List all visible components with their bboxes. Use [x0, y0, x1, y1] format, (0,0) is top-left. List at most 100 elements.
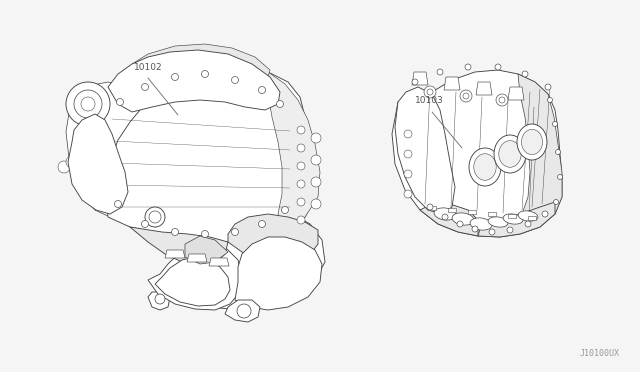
Circle shape [552, 122, 557, 126]
Circle shape [311, 155, 321, 165]
Circle shape [155, 294, 165, 304]
Circle shape [90, 141, 102, 153]
Circle shape [507, 227, 513, 233]
Ellipse shape [434, 208, 456, 220]
Ellipse shape [452, 213, 474, 225]
Circle shape [554, 199, 559, 205]
Circle shape [259, 87, 266, 93]
Polygon shape [476, 82, 492, 95]
Circle shape [427, 204, 433, 210]
Circle shape [556, 150, 561, 154]
Circle shape [297, 198, 305, 206]
Polygon shape [108, 50, 280, 112]
Circle shape [311, 133, 321, 143]
Polygon shape [55, 50, 332, 314]
Circle shape [297, 144, 305, 152]
Circle shape [282, 206, 289, 214]
Polygon shape [155, 257, 230, 306]
Circle shape [202, 231, 209, 237]
Polygon shape [148, 292, 170, 310]
Circle shape [66, 82, 110, 126]
Text: 10102: 10102 [134, 63, 163, 72]
Polygon shape [392, 70, 562, 237]
Text: J10100UX: J10100UX [580, 349, 620, 358]
Polygon shape [428, 206, 436, 210]
Circle shape [141, 83, 148, 90]
Polygon shape [132, 44, 270, 77]
Circle shape [424, 86, 436, 98]
Circle shape [259, 221, 266, 228]
Circle shape [93, 162, 103, 172]
Polygon shape [488, 212, 496, 216]
Circle shape [489, 229, 495, 235]
Polygon shape [209, 258, 229, 266]
Circle shape [202, 71, 209, 77]
Circle shape [404, 130, 412, 138]
Circle shape [141, 221, 148, 228]
Polygon shape [228, 214, 318, 264]
Polygon shape [528, 216, 536, 220]
Circle shape [311, 177, 321, 187]
Circle shape [457, 221, 463, 227]
Ellipse shape [517, 124, 547, 160]
Ellipse shape [488, 217, 508, 227]
Circle shape [81, 97, 95, 111]
Polygon shape [130, 227, 228, 267]
Circle shape [58, 161, 70, 173]
Ellipse shape [470, 218, 492, 230]
Circle shape [460, 90, 472, 102]
Circle shape [297, 180, 305, 188]
Polygon shape [420, 204, 478, 236]
Circle shape [557, 174, 563, 180]
Polygon shape [148, 242, 242, 310]
Circle shape [499, 97, 505, 103]
Polygon shape [412, 72, 428, 85]
Ellipse shape [499, 141, 521, 167]
Polygon shape [448, 208, 456, 212]
Ellipse shape [522, 129, 543, 155]
Ellipse shape [494, 135, 526, 173]
Circle shape [297, 126, 305, 134]
Polygon shape [105, 67, 315, 242]
Circle shape [232, 77, 239, 83]
Polygon shape [66, 82, 155, 217]
Circle shape [404, 190, 412, 198]
Circle shape [495, 64, 501, 70]
Circle shape [237, 304, 251, 318]
Polygon shape [235, 237, 322, 310]
Circle shape [522, 71, 528, 77]
Circle shape [82, 146, 94, 158]
Circle shape [88, 157, 108, 177]
Polygon shape [225, 300, 260, 322]
Circle shape [437, 69, 443, 75]
Circle shape [463, 93, 469, 99]
Ellipse shape [474, 154, 496, 180]
Polygon shape [468, 210, 476, 214]
Circle shape [80, 149, 116, 185]
Circle shape [496, 94, 508, 106]
Polygon shape [268, 72, 320, 232]
Ellipse shape [469, 148, 501, 186]
Circle shape [276, 100, 284, 108]
Circle shape [542, 211, 548, 217]
Polygon shape [185, 236, 228, 264]
Ellipse shape [518, 211, 538, 221]
Circle shape [427, 89, 433, 95]
Polygon shape [508, 87, 524, 100]
Polygon shape [68, 114, 128, 214]
Polygon shape [508, 214, 516, 218]
Circle shape [465, 64, 471, 70]
Circle shape [404, 170, 412, 178]
Circle shape [547, 97, 552, 103]
Circle shape [442, 214, 448, 220]
Circle shape [297, 216, 305, 224]
Circle shape [404, 150, 412, 158]
Polygon shape [518, 74, 562, 214]
Polygon shape [444, 77, 460, 90]
Circle shape [412, 79, 418, 85]
Polygon shape [395, 87, 455, 214]
Ellipse shape [503, 214, 523, 224]
Circle shape [172, 74, 179, 80]
Polygon shape [187, 254, 207, 262]
Circle shape [74, 151, 86, 163]
